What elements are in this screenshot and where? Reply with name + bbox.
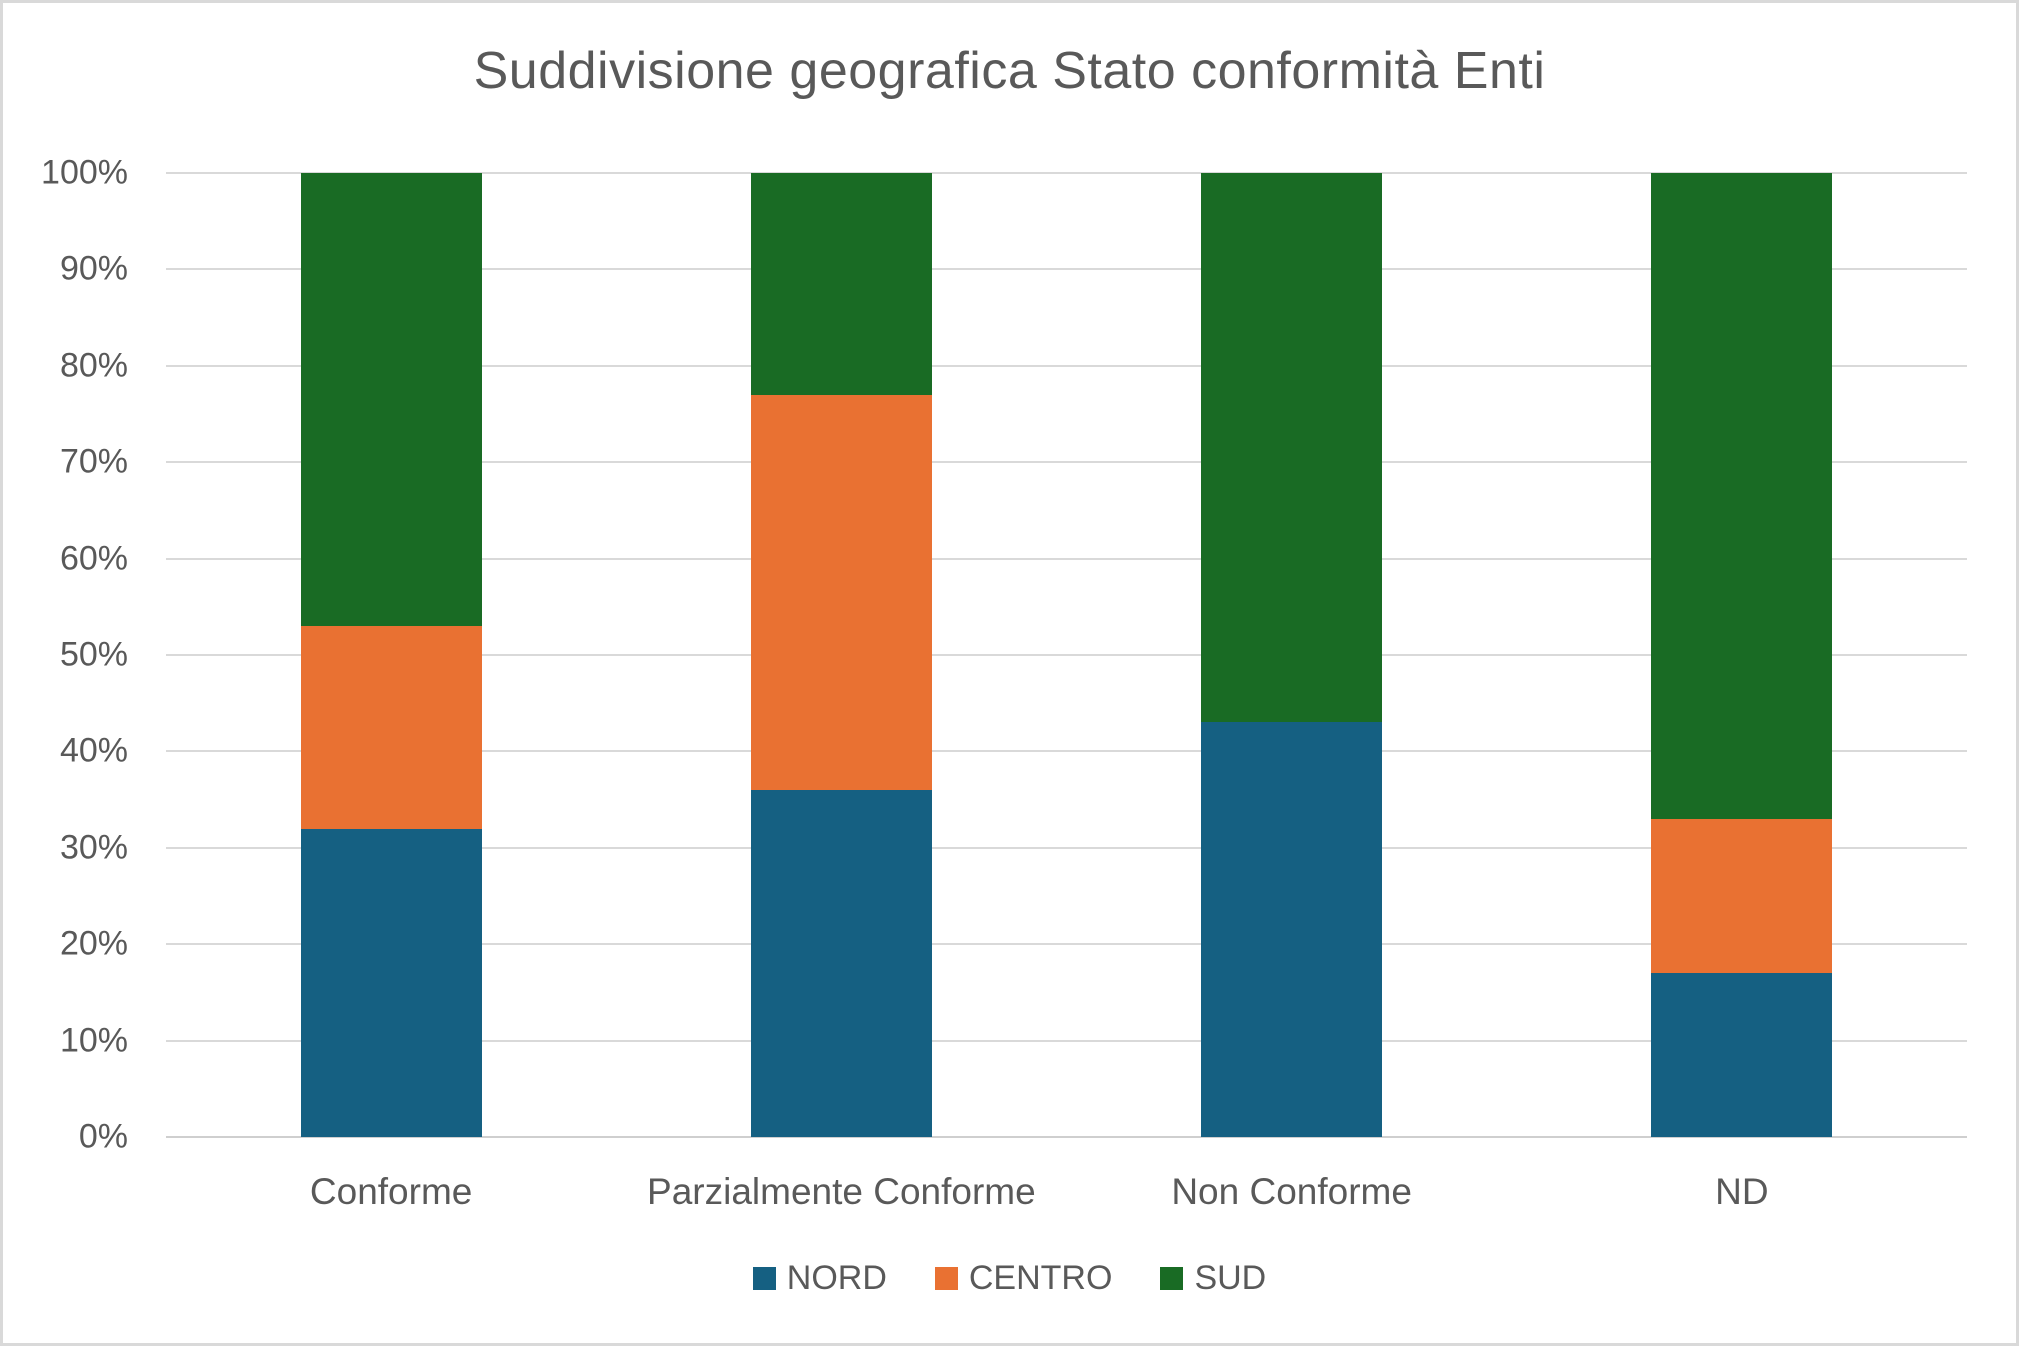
y-axis-tick-label: 40% (59, 731, 128, 770)
stacked-bar (1201, 173, 1383, 1137)
y-axis-tick-label: 60% (59, 539, 128, 578)
gridline (166, 750, 1967, 753)
gridline (166, 364, 1967, 367)
gridline (166, 846, 1967, 849)
legend-swatch-centro (934, 1267, 958, 1290)
y-axis-tick-label: 10% (59, 1021, 128, 1060)
x-axis-category-labels: Conforme Parzialmente Conforme Non Conform… (166, 1171, 1967, 1213)
stacked-bar (1651, 173, 1833, 1137)
bar-slot (166, 173, 616, 1137)
legend-item-nord: NORD (752, 1259, 887, 1298)
bar-slot (616, 173, 1066, 1137)
bar-segment-sud (1651, 173, 1833, 819)
x-axis-line (166, 1136, 1967, 1138)
bar-slot (1517, 173, 1967, 1137)
y-axis-tick-label: 80% (59, 346, 128, 385)
legend: NORD CENTRO SUD (3, 1259, 2016, 1298)
y-axis-tick-label: 70% (59, 442, 128, 481)
gridline (166, 268, 1967, 271)
y-axis-tick-label: 20% (59, 924, 128, 963)
y-axis-tick-labels: 0% 10% 20% 30% 40% 50% 60% 70% 80% 90% 100% (13, 154, 128, 1156)
legend-label: NORD (786, 1259, 887, 1297)
stacked-bar (750, 173, 932, 1137)
y-axis-tick-label: 30% (59, 828, 128, 867)
gridline (166, 461, 1967, 464)
gridline (166, 943, 1967, 946)
legend-item-centro: CENTRO (934, 1259, 1113, 1298)
category-label: ND (1715, 1171, 1769, 1212)
y-axis-tick-label: 50% (59, 635, 128, 674)
bars-container (166, 173, 1967, 1137)
category-label: Parzialmente Conforme (647, 1171, 1036, 1212)
stacked-bar (300, 173, 482, 1137)
bar-segment-nord (1651, 973, 1833, 1137)
legend-item-sud: SUD (1160, 1259, 1266, 1298)
bar-segment-sud (300, 173, 482, 627)
legend-label: SUD (1194, 1259, 1267, 1297)
category-label: Conforme (309, 1171, 473, 1212)
bar-segment-sud (1201, 173, 1383, 723)
bar-segment-nord (750, 789, 932, 1137)
legend-swatch-sud (1160, 1267, 1184, 1290)
legend-swatch-nord (752, 1267, 776, 1290)
bar-segment-centro (1651, 818, 1833, 974)
category-label: Non Conforme (1171, 1171, 1412, 1212)
bar-segment-nord (1201, 722, 1383, 1137)
bar-segment-nord (300, 828, 482, 1137)
y-axis-tick-label: 0% (78, 1117, 128, 1156)
gridline (166, 172, 1967, 174)
y-axis-tick-label: 100% (41, 153, 128, 192)
bar-slot (1067, 173, 1517, 1137)
gridline (166, 654, 1967, 656)
bar-segment-sud (750, 173, 932, 395)
plot-area (166, 172, 1967, 1138)
gridline (166, 1039, 1967, 1042)
bar-segment-centro (300, 626, 482, 829)
y-axis-tick-label: 90% (59, 249, 128, 288)
bar-segment-centro (750, 394, 932, 790)
chart-title: Suddivisione geografica Stato conformità… (473, 42, 1546, 100)
legend-label: CENTRO (968, 1259, 1113, 1297)
gridline (166, 557, 1967, 560)
